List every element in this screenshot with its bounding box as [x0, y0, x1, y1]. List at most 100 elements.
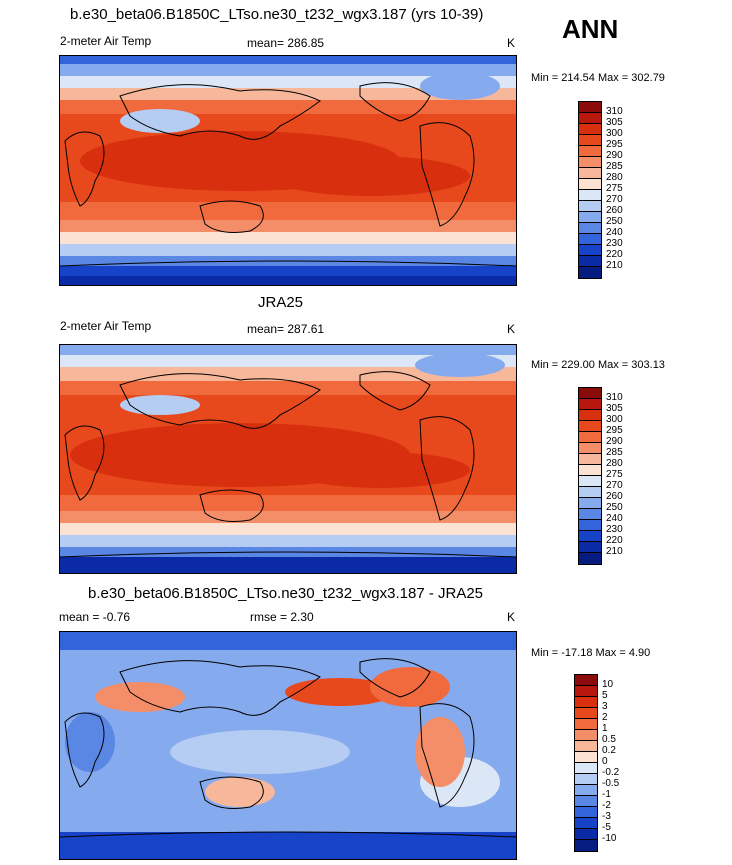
colorbar-label: 280 [606, 172, 623, 183]
colorbar-label: 300 [606, 128, 623, 139]
colorbar-label: -1 [602, 789, 611, 800]
colorbar-swatch [575, 719, 597, 730]
top-units-label: K [507, 36, 516, 50]
colorbar-swatch [579, 135, 601, 146]
colorbar-label: 0 [602, 756, 608, 767]
colorbar-label: 270 [606, 480, 623, 491]
colorbar-swatch [575, 763, 597, 774]
colorbar-swatch [575, 708, 597, 719]
colorbar-label: 250 [606, 502, 623, 513]
bot-colorbar-boxes [574, 674, 598, 852]
colorbar-swatch [579, 223, 601, 234]
colorbar-swatch [575, 730, 597, 741]
colorbar-swatch [579, 487, 601, 498]
colorbar-label: 290 [606, 150, 623, 161]
colorbar-label: 250 [606, 216, 623, 227]
mid-temperature-map [59, 344, 517, 574]
colorbar-swatch [575, 774, 597, 785]
top-minmax-label: Min = 214.54 Max = 302.79 [531, 72, 665, 84]
bot-difference-map [59, 631, 517, 860]
colorbar-swatch [579, 245, 601, 256]
bot-minmax-label: Min = -17.18 Max = 4.90 [531, 647, 651, 659]
colorbar-label: 270 [606, 194, 623, 205]
colorbar-swatch [579, 212, 601, 223]
colorbar-label: -0.2 [602, 767, 620, 778]
top-mean-label: mean= 286.85 [247, 36, 325, 50]
colorbar-label: 2 [602, 712, 608, 723]
bot-units-label: K [507, 610, 516, 624]
top-colorbar-boxes [578, 101, 602, 279]
colorbar-swatch [575, 675, 597, 686]
colorbar-label: 230 [606, 238, 623, 249]
top-panel-title: b.e30_beta06.B1850C_LTso.ne30_t232_wgx3.… [70, 6, 484, 23]
colorbar-label: 3 [602, 701, 608, 712]
colorbar-swatch [575, 697, 597, 708]
colorbar-swatch [579, 234, 601, 245]
mid-map-svg [60, 345, 516, 573]
colorbar-swatch [579, 520, 601, 531]
colorbar-swatch [575, 686, 597, 697]
mid-units-label: K [507, 322, 516, 336]
colorbar-label: 310 [606, 106, 623, 117]
colorbar-label: 295 [606, 425, 623, 436]
colorbar-label: 305 [606, 403, 623, 414]
colorbar-swatch [575, 840, 597, 851]
colorbar-swatch [579, 509, 601, 520]
top-map-svg [60, 56, 516, 285]
colorbar-label: 5 [602, 690, 608, 701]
colorbar-label: 275 [606, 469, 623, 480]
colorbar-label: 300 [606, 414, 623, 425]
colorbar-swatch [579, 443, 601, 454]
colorbar-swatch [579, 498, 601, 509]
colorbar-label: 210 [606, 260, 623, 271]
colorbar-label: 280 [606, 458, 623, 469]
colorbar-label: -2 [602, 800, 611, 811]
bot-mean-label: mean = -0.76 [59, 610, 131, 624]
mid-variable-label: 2-meter Air Temp [60, 319, 152, 333]
colorbar-swatch [579, 421, 601, 432]
top-temperature-map [59, 55, 517, 286]
colorbar-swatch [579, 201, 601, 212]
colorbar-swatch [575, 807, 597, 818]
colorbar-swatch [579, 454, 601, 465]
bot-panel-title: b.e30_beta06.B1850C_LTso.ne30_t232_wgx3.… [88, 585, 484, 602]
colorbar-label: 0.2 [602, 745, 616, 756]
colorbar-label: 240 [606, 513, 623, 524]
colorbar-swatch [575, 829, 597, 840]
colorbar-label: 295 [606, 139, 623, 150]
colorbar-swatch [579, 157, 601, 168]
colorbar-label: 260 [606, 205, 623, 216]
colorbar-swatch [575, 752, 597, 763]
colorbar-label: 210 [606, 546, 623, 557]
colorbar-swatch [579, 542, 601, 553]
colorbar-label: 310 [606, 392, 623, 403]
colorbar-label: 275 [606, 183, 623, 194]
colorbar-swatch [579, 553, 601, 564]
colorbar-swatch [579, 113, 601, 124]
colorbar-label: 10 [602, 679, 614, 690]
colorbar-label: 290 [606, 436, 623, 447]
colorbar-swatch [579, 476, 601, 487]
colorbar-swatch [575, 796, 597, 807]
colorbar-swatch [575, 785, 597, 796]
colorbar-label: 285 [606, 447, 623, 458]
mid-mean-label: mean= 287.61 [247, 322, 325, 336]
mid-minmax-label: Min = 229.00 Max = 303.13 [531, 359, 665, 371]
colorbar-swatch [579, 256, 601, 267]
colorbar-swatch [575, 818, 597, 829]
colorbar-label: 0.5 [602, 734, 616, 745]
colorbar-swatch [579, 179, 601, 190]
colorbar-label: -0.5 [602, 778, 620, 789]
season-label: ANN [562, 14, 619, 44]
colorbar-label: -10 [602, 833, 617, 844]
bot-rmse-label: rmse = 2.30 [250, 610, 314, 624]
colorbar-label: 1 [602, 723, 608, 734]
colorbar-label: 285 [606, 161, 623, 172]
colorbar-swatch [579, 124, 601, 135]
mid-panel-title: JRA25 [258, 294, 304, 311]
colorbar-label: 260 [606, 491, 623, 502]
colorbar-swatch [575, 741, 597, 752]
top-variable-label: 2-meter Air Temp [60, 34, 152, 48]
colorbar-label: 240 [606, 227, 623, 238]
colorbar-label: 220 [606, 535, 623, 546]
